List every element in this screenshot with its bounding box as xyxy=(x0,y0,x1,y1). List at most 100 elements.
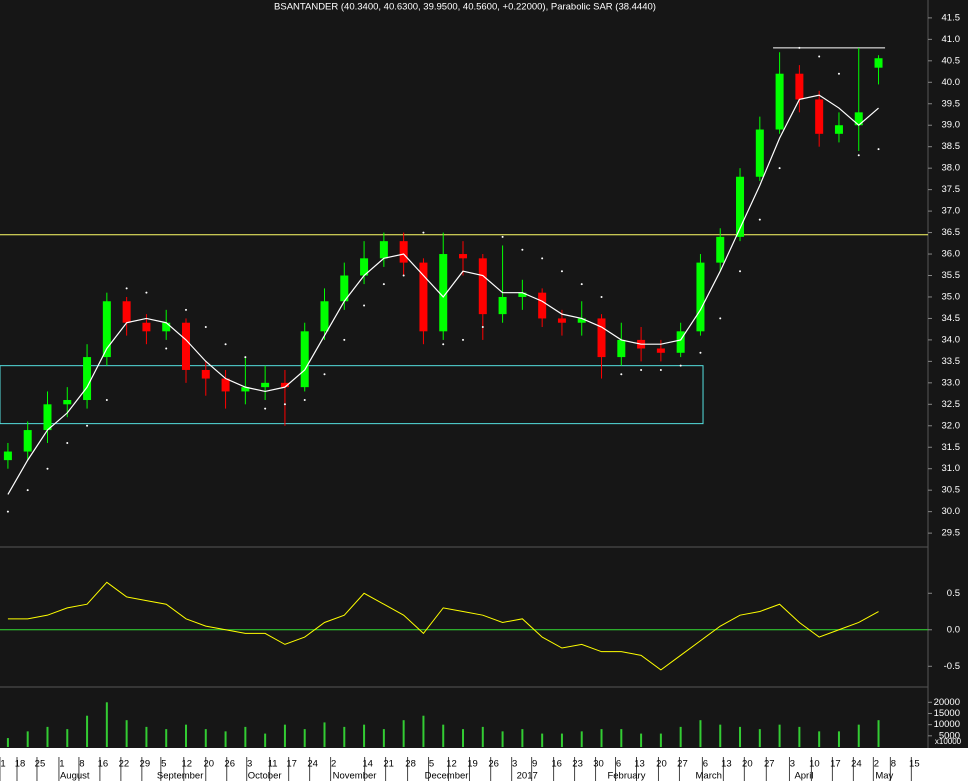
sar-dot xyxy=(541,257,544,260)
candle-body xyxy=(557,318,566,323)
candle-body xyxy=(617,339,626,358)
y-tick-label: 33.0 xyxy=(942,377,961,388)
month-label: May xyxy=(875,771,893,781)
volume-bar xyxy=(600,729,603,747)
x-tick-label: 13 xyxy=(634,759,645,770)
x-tick-label: 12 xyxy=(181,759,192,770)
x-tick-label: 6 xyxy=(616,759,621,770)
candle-body xyxy=(834,125,843,134)
volume-bar xyxy=(640,733,643,747)
sar-dot xyxy=(462,338,465,341)
y-tick-label: 30.0 xyxy=(942,506,961,517)
y-tick-label: 39.5 xyxy=(942,98,961,109)
x-tick-label: 3 xyxy=(512,759,517,770)
x-tick-label: 5 xyxy=(429,759,434,770)
y-tick-label: 0.5 xyxy=(947,588,960,599)
x-tick-label: 2 xyxy=(874,759,879,770)
chart-title: BSANTANDER (40.3400, 40.6300, 39.9500, 4… xyxy=(274,2,656,13)
sar-dot xyxy=(640,368,643,371)
sar-dot xyxy=(600,295,603,298)
volume-bar xyxy=(778,724,781,747)
sar-dot xyxy=(620,373,623,376)
volume-bar xyxy=(165,729,168,747)
volume-bar xyxy=(620,729,623,747)
candle-body xyxy=(716,236,725,263)
candle-body xyxy=(261,382,270,388)
x-tick-label: 13 xyxy=(721,759,732,770)
candle-body xyxy=(399,241,408,263)
sar-dot xyxy=(699,351,702,354)
x-tick-label: 23 xyxy=(572,759,583,770)
sar-dot xyxy=(303,399,306,402)
y-tick-label: 34.0 xyxy=(942,334,961,345)
x-tick-label: 26 xyxy=(224,759,235,770)
volume-bar xyxy=(26,731,29,747)
volume-bar xyxy=(699,720,702,747)
volume-bar xyxy=(402,720,405,747)
volume-bar xyxy=(442,724,445,747)
x-tick-label: 28 xyxy=(405,759,416,770)
sar-dot xyxy=(659,368,662,371)
volume-bar xyxy=(184,724,187,747)
candle-body xyxy=(656,348,665,353)
x-tick-label: 14 xyxy=(362,759,373,770)
sar-dot xyxy=(679,364,682,367)
candle-body xyxy=(518,292,527,297)
y-tick-label: 35.0 xyxy=(942,291,961,302)
x-tick-label: 20 xyxy=(656,759,667,770)
volume-bar xyxy=(521,729,524,747)
sar-dot xyxy=(719,317,722,320)
candle-body xyxy=(122,301,131,323)
volume-bar xyxy=(6,738,9,747)
candle-body xyxy=(201,369,210,379)
sar-dot xyxy=(26,489,29,492)
candle-body xyxy=(320,301,329,332)
volume-bar xyxy=(264,733,267,747)
x-tick-label: 17 xyxy=(830,759,841,770)
volume-bar xyxy=(679,726,682,747)
x-tick-label: 29 xyxy=(140,759,151,770)
y-tick-label: 38.5 xyxy=(942,141,961,152)
volume-bar xyxy=(244,726,247,747)
volume-bar xyxy=(481,726,484,747)
sar-dot xyxy=(145,291,148,294)
y-tick-label: 10000 xyxy=(934,719,960,730)
month-label: April xyxy=(794,771,813,781)
sar-dot xyxy=(501,235,504,238)
x-tick-label: 21 xyxy=(383,759,394,770)
candle-body xyxy=(795,73,804,100)
candle-body xyxy=(775,73,784,130)
candle-body xyxy=(439,254,448,332)
month-label: February xyxy=(607,771,645,781)
x-tick-label: 9 xyxy=(532,759,537,770)
y-tick-label: 41.0 xyxy=(942,34,961,45)
x-tick-label: 22 xyxy=(119,759,130,770)
x-tick-label: 1 xyxy=(59,759,64,770)
y-tick-label: 41.5 xyxy=(942,12,961,23)
y-tick-label: 31.0 xyxy=(942,463,961,474)
volume-bar xyxy=(283,724,286,747)
candle-body xyxy=(459,254,468,259)
x-tick-label: 17 xyxy=(286,759,297,770)
y-tick-label: 33.5 xyxy=(942,356,961,367)
x-tick-label: 20 xyxy=(203,759,214,770)
volume-bar xyxy=(363,724,366,747)
x-tick-label: 11 xyxy=(268,759,278,770)
candle-body xyxy=(419,262,428,332)
x-tick-label: 6 xyxy=(703,759,708,770)
x-tick-label: 24 xyxy=(851,759,862,770)
candle-body xyxy=(63,400,72,405)
volume-bar xyxy=(877,720,880,747)
y-tick-label: 32.0 xyxy=(942,420,961,431)
moving-average xyxy=(7,94,879,495)
y-tick-label: 15000 xyxy=(934,708,960,719)
sar-dot xyxy=(66,441,69,444)
candle-body xyxy=(478,258,487,315)
month-label: September xyxy=(157,771,203,781)
month-label: November xyxy=(333,771,377,781)
volume-bar xyxy=(66,729,69,747)
sar-dot xyxy=(837,72,840,75)
x-tick-label: 26 xyxy=(488,759,499,770)
y-tick-label: 37.5 xyxy=(942,184,961,195)
